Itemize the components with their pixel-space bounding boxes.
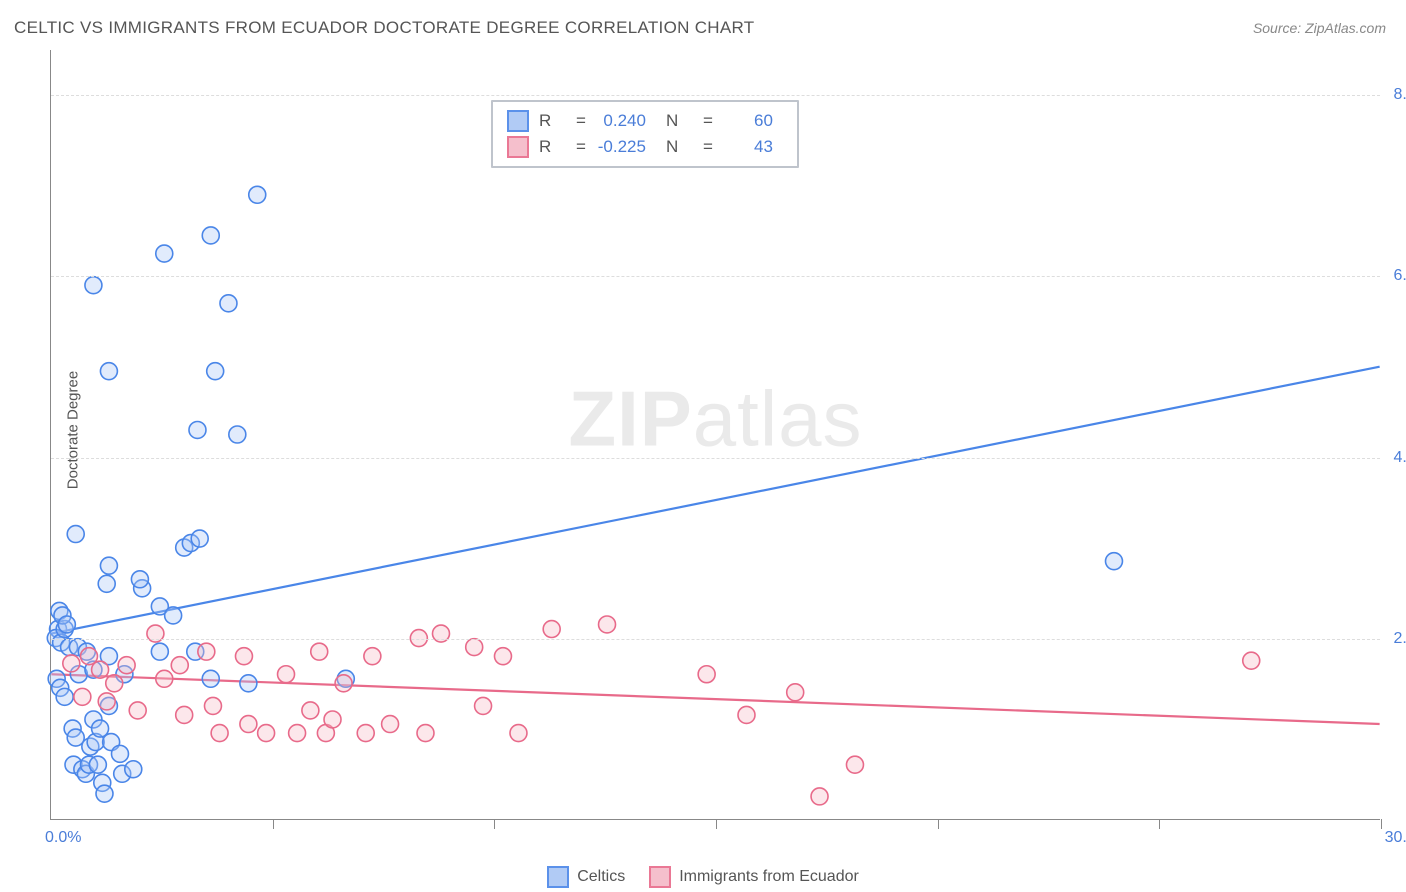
point-celtics [202,670,219,687]
n-value-ecuador: 43 [723,134,783,160]
y-tick-label: 4.0% [1384,449,1406,467]
x-axis-min-label: 0.0% [45,829,81,847]
point-celtics [112,745,129,762]
n-value-celtics: 60 [723,108,783,134]
point-celtics [100,557,117,574]
point-ecuador [738,706,755,723]
point-celtics [67,526,84,543]
point-ecuador [204,697,221,714]
point-ecuador [118,657,135,674]
point-celtics [85,277,102,294]
point-ecuador [211,725,228,742]
point-celtics [56,688,73,705]
point-ecuador [235,648,252,665]
chart-title: CELTIC VS IMMIGRANTS FROM ECUADOR DOCTOR… [14,18,754,38]
point-ecuador [63,655,80,672]
point-ecuador [98,693,115,710]
point-celtics [165,607,182,624]
gridline [51,95,1380,96]
x-tick [716,819,717,829]
point-celtics [125,761,142,778]
point-celtics [189,421,206,438]
r-value-celtics: 0.240 [596,108,656,134]
point-celtics [229,426,246,443]
point-ecuador [198,643,215,660]
swatch-ecuador [507,136,529,158]
point-celtics [202,227,219,244]
source-attribution: Source: ZipAtlas.com [1253,20,1386,36]
point-ecuador [475,697,492,714]
point-ecuador [92,661,109,678]
point-ecuador [324,711,341,728]
y-tick-label: 6.0% [1384,267,1406,285]
x-tick [938,819,939,829]
correlation-legend: R = 0.240 N = 60 R = -0.225 N = 43 [491,100,799,168]
point-ecuador [357,725,374,742]
series-legend: Celtics Immigrants from Ecuador [0,866,1406,888]
point-celtics [207,363,224,380]
point-ecuador [787,684,804,701]
point-celtics [58,616,75,633]
point-ecuador [311,643,328,660]
point-celtics [100,363,117,380]
point-ecuador [106,675,123,692]
point-ecuador [335,675,352,692]
legend-item-celtics: Celtics [547,866,625,888]
point-celtics [151,643,168,660]
point-ecuador [171,657,188,674]
point-ecuador [258,725,275,742]
point-celtics [1105,553,1122,570]
x-tick [273,819,274,829]
y-tick-label: 8.0% [1384,86,1406,104]
point-celtics [131,571,148,588]
point-celtics [156,245,173,262]
point-celtics [191,530,208,547]
point-ecuador [240,716,257,733]
point-ecuador [129,702,146,719]
point-ecuador [698,666,715,683]
plot-area: ZIPatlas R = 0.240 N = 60 R = -0.225 N =… [50,50,1380,820]
legend-row-celtics: R = 0.240 N = 60 [507,108,783,134]
legend-label-celtics: Celtics [577,868,625,886]
gridline [51,458,1380,459]
y-tick-label: 2.0% [1384,630,1406,648]
x-tick [1381,819,1382,829]
legend-label-ecuador: Immigrants from Ecuador [679,868,859,886]
point-celtics [96,785,113,802]
point-ecuador [364,648,381,665]
point-ecuador [156,670,173,687]
legend-item-ecuador: Immigrants from Ecuador [649,866,859,888]
point-ecuador [278,666,295,683]
x-tick [1159,819,1160,829]
point-ecuador [176,706,193,723]
x-axis-max-label: 30.0% [1385,829,1406,847]
point-ecuador [417,725,434,742]
point-ecuador [382,716,399,733]
point-ecuador [302,702,319,719]
point-celtics [98,575,115,592]
point-celtics [240,675,257,692]
point-celtics [249,186,266,203]
point-ecuador [494,648,511,665]
swatch-celtics-icon [547,866,569,888]
legend-row-ecuador: R = -0.225 N = 43 [507,134,783,160]
point-ecuador [289,725,306,742]
point-ecuador [466,639,483,656]
swatch-celtics [507,110,529,132]
point-celtics [89,756,106,773]
point-ecuador [74,688,91,705]
point-ecuador [846,756,863,773]
point-ecuador [811,788,828,805]
r-value-ecuador: -0.225 [596,134,656,160]
point-ecuador [543,621,560,638]
gridline [51,276,1380,277]
gridline [51,639,1380,640]
point-ecuador [1243,652,1260,669]
swatch-ecuador-icon [649,866,671,888]
point-ecuador [599,616,616,633]
x-tick [494,819,495,829]
point-celtics [220,295,237,312]
point-ecuador [510,725,527,742]
